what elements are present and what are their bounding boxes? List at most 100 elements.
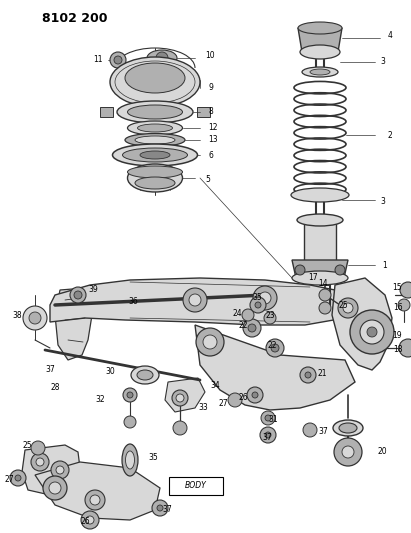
Text: 17: 17 xyxy=(308,273,318,282)
Circle shape xyxy=(114,56,122,64)
Circle shape xyxy=(49,482,61,494)
Text: 20: 20 xyxy=(378,448,388,456)
FancyBboxPatch shape xyxy=(169,477,223,495)
Ellipse shape xyxy=(110,57,200,107)
Circle shape xyxy=(36,458,44,466)
Polygon shape xyxy=(195,325,355,410)
Circle shape xyxy=(259,292,271,304)
Circle shape xyxy=(343,303,353,313)
Circle shape xyxy=(228,393,242,407)
Polygon shape xyxy=(50,278,345,325)
Text: 25: 25 xyxy=(22,441,32,450)
Circle shape xyxy=(15,475,21,481)
Circle shape xyxy=(81,511,99,529)
Text: 8: 8 xyxy=(208,108,213,117)
Circle shape xyxy=(157,505,163,511)
Circle shape xyxy=(189,294,201,306)
Circle shape xyxy=(23,306,47,330)
Text: 21: 21 xyxy=(318,368,328,377)
Text: 39: 39 xyxy=(88,286,98,295)
Text: 37: 37 xyxy=(162,505,172,514)
Text: 27: 27 xyxy=(218,399,228,408)
Ellipse shape xyxy=(117,101,193,123)
Text: 37: 37 xyxy=(45,366,55,375)
Text: 23: 23 xyxy=(265,311,275,320)
Circle shape xyxy=(399,339,411,357)
Circle shape xyxy=(335,265,345,275)
Text: 38: 38 xyxy=(12,311,22,319)
Circle shape xyxy=(265,415,271,421)
Text: 5: 5 xyxy=(205,175,210,184)
Circle shape xyxy=(10,470,26,486)
Ellipse shape xyxy=(135,136,175,144)
Ellipse shape xyxy=(127,121,182,135)
Text: 25: 25 xyxy=(338,302,348,311)
Circle shape xyxy=(305,372,311,378)
Circle shape xyxy=(255,302,261,308)
Ellipse shape xyxy=(127,166,182,178)
Circle shape xyxy=(124,416,136,428)
Circle shape xyxy=(51,461,69,479)
Ellipse shape xyxy=(122,148,187,162)
Text: 3: 3 xyxy=(380,198,385,206)
Text: 31: 31 xyxy=(268,416,277,424)
Circle shape xyxy=(261,411,275,425)
Text: 24: 24 xyxy=(232,309,242,318)
Text: 35: 35 xyxy=(148,454,158,463)
Circle shape xyxy=(85,490,105,510)
Circle shape xyxy=(156,52,168,64)
Polygon shape xyxy=(165,378,205,412)
Circle shape xyxy=(29,312,41,324)
Ellipse shape xyxy=(291,188,349,202)
Circle shape xyxy=(196,328,224,356)
Text: 32: 32 xyxy=(95,395,105,405)
Circle shape xyxy=(127,392,133,398)
Text: 2: 2 xyxy=(388,131,393,140)
Polygon shape xyxy=(35,462,160,520)
Ellipse shape xyxy=(310,69,330,75)
Polygon shape xyxy=(55,288,92,360)
Text: 18: 18 xyxy=(393,345,402,354)
Circle shape xyxy=(243,319,261,337)
Circle shape xyxy=(398,299,410,311)
Circle shape xyxy=(70,287,86,303)
Circle shape xyxy=(250,297,266,313)
Text: 27: 27 xyxy=(4,475,14,484)
Circle shape xyxy=(295,265,305,275)
Ellipse shape xyxy=(131,366,159,384)
Circle shape xyxy=(266,339,284,357)
Circle shape xyxy=(342,446,354,458)
Text: 33: 33 xyxy=(198,403,208,413)
Text: 22: 22 xyxy=(238,320,247,329)
Ellipse shape xyxy=(127,105,182,119)
Text: 37: 37 xyxy=(318,427,328,437)
Polygon shape xyxy=(197,107,210,117)
Circle shape xyxy=(242,309,254,321)
Text: 13: 13 xyxy=(208,135,218,144)
Circle shape xyxy=(252,392,258,398)
Ellipse shape xyxy=(125,451,134,469)
Text: 30: 30 xyxy=(105,367,115,376)
Text: BODY: BODY xyxy=(185,481,207,490)
Circle shape xyxy=(319,289,331,301)
Circle shape xyxy=(260,427,276,443)
Circle shape xyxy=(86,516,94,524)
Text: 8102 200: 8102 200 xyxy=(42,12,108,25)
Ellipse shape xyxy=(127,164,182,192)
Text: 9: 9 xyxy=(208,84,213,93)
Circle shape xyxy=(300,367,316,383)
Circle shape xyxy=(367,327,377,337)
Circle shape xyxy=(253,286,277,310)
Circle shape xyxy=(123,388,137,402)
Text: 14: 14 xyxy=(318,279,328,287)
Circle shape xyxy=(90,495,100,505)
Text: 3: 3 xyxy=(380,58,385,67)
Circle shape xyxy=(203,335,217,349)
Ellipse shape xyxy=(300,45,340,59)
Circle shape xyxy=(319,302,331,314)
Text: 26: 26 xyxy=(238,392,247,401)
Circle shape xyxy=(303,423,317,437)
Circle shape xyxy=(31,453,49,471)
Text: 12: 12 xyxy=(208,124,217,133)
Circle shape xyxy=(152,500,168,516)
